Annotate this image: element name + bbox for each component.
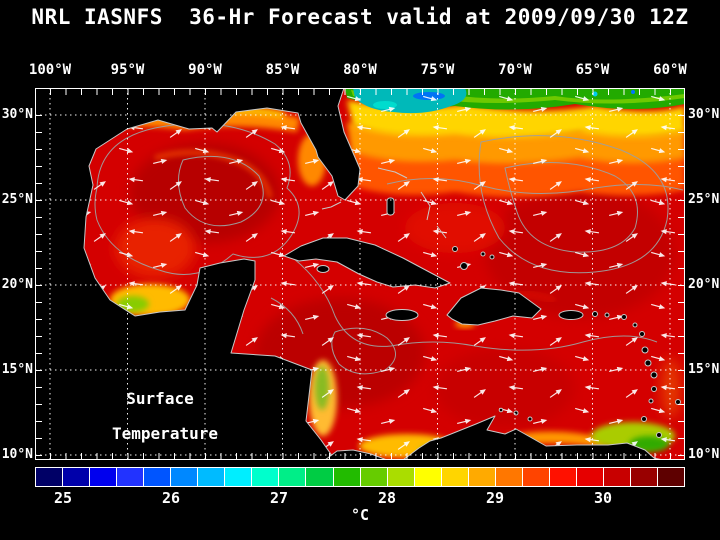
y-axis-tick-label: 10°N [1,447,33,462]
land-isle-of-youth [316,265,330,273]
colorbar-tick-label: 30 [593,489,613,507]
x-axis-tick-label: 70°W [498,62,532,78]
x-axis-tick-label: 75°W [420,62,455,78]
colorbar-cell [603,468,632,486]
x-axis-tick-label: 85°W [265,62,300,78]
x-axis-tick-label: 60°W [653,62,687,78]
colorbar-cell [522,468,550,486]
colorbar-cell [658,468,685,486]
colorbar-cell [576,468,604,486]
y-axis-tick-label-right: 10°N [688,447,720,462]
colorbar-cell [306,468,334,486]
colorbar-cell [171,468,199,486]
colorbar-cell [252,468,280,486]
colorbar-cell [387,468,415,486]
x-axis-tick-label: 95°W [110,62,145,78]
map-area: Surface Temperature [34,87,685,461]
colorbar-cell [333,468,361,486]
land-north-america [34,87,361,461]
colorbar-tick-label: 28 [377,489,397,507]
colorbar-cell [144,468,172,486]
x-axis-tick-label: 100°W [28,62,72,78]
colorbar-tick-label: 27 [269,489,289,507]
colorbar-cell [279,468,307,486]
colorbar-cell [90,468,118,486]
colorbar-unit-label: °C [350,506,370,524]
y-axis-tick-label-right: 30°N [688,107,720,122]
colorbar-cell [117,468,145,486]
colorbar-cell [549,468,577,486]
axis-ticks [35,88,685,460]
colorbar-cell [631,468,659,486]
x-axis-tick-label: 80°W [343,62,377,78]
colorbar-tick-label: 25 [53,489,73,507]
map-overlay-label-temperature: Temperature [112,424,218,443]
colorbar-cells [35,467,685,487]
map-overlay-label-surface: Surface [126,389,193,408]
y-axis-tick-label: 25°N [1,192,33,207]
y-axis-tick-label: 30°N [1,107,33,122]
x-axis-tick-label: 90°W [188,62,222,78]
land-masses [34,87,681,461]
land-lesser-antilles [592,311,681,438]
sst-map-canvas: Surface Temperature [34,87,685,461]
colorbar-tick-label: 26 [161,489,181,507]
colorbar-cell [441,468,469,486]
colorbar-tick-label: 29 [485,489,505,507]
y-axis-tick-label-right: 25°N [688,192,720,207]
colorbar-cell [495,468,523,486]
map-border [35,88,685,460]
land-andros [386,197,395,216]
y-axis-tick-label: 20°N [1,277,33,292]
plot-title: NRL IASNFS 36-Hr Forecast valid at 2009/… [31,5,689,29]
x-axis-tick-label: 65°W [575,62,610,78]
colorbar-cell [468,468,496,486]
colorbar-cell [198,468,226,486]
land-cuba [283,237,451,289]
land-hispaniola [446,287,542,326]
land-jamaica [385,309,419,321]
land-florida-keys [321,201,342,210]
colorbar-cell [360,468,388,486]
colorbar-cell [63,468,91,486]
colorbar-cell [225,468,253,486]
land-grand-bahama [377,167,408,179]
land-eleuthera [420,191,431,221]
y-axis-tick-label-right: 20°N [688,277,720,292]
colorbar-cell [414,468,442,486]
colorbar-cell [36,468,64,486]
y-axis-tick-label: 15°N [1,362,33,377]
land-puerto-rico [558,310,584,320]
y-axis-tick-label-right: 15°N [688,362,720,377]
land-long-island [436,225,447,239]
